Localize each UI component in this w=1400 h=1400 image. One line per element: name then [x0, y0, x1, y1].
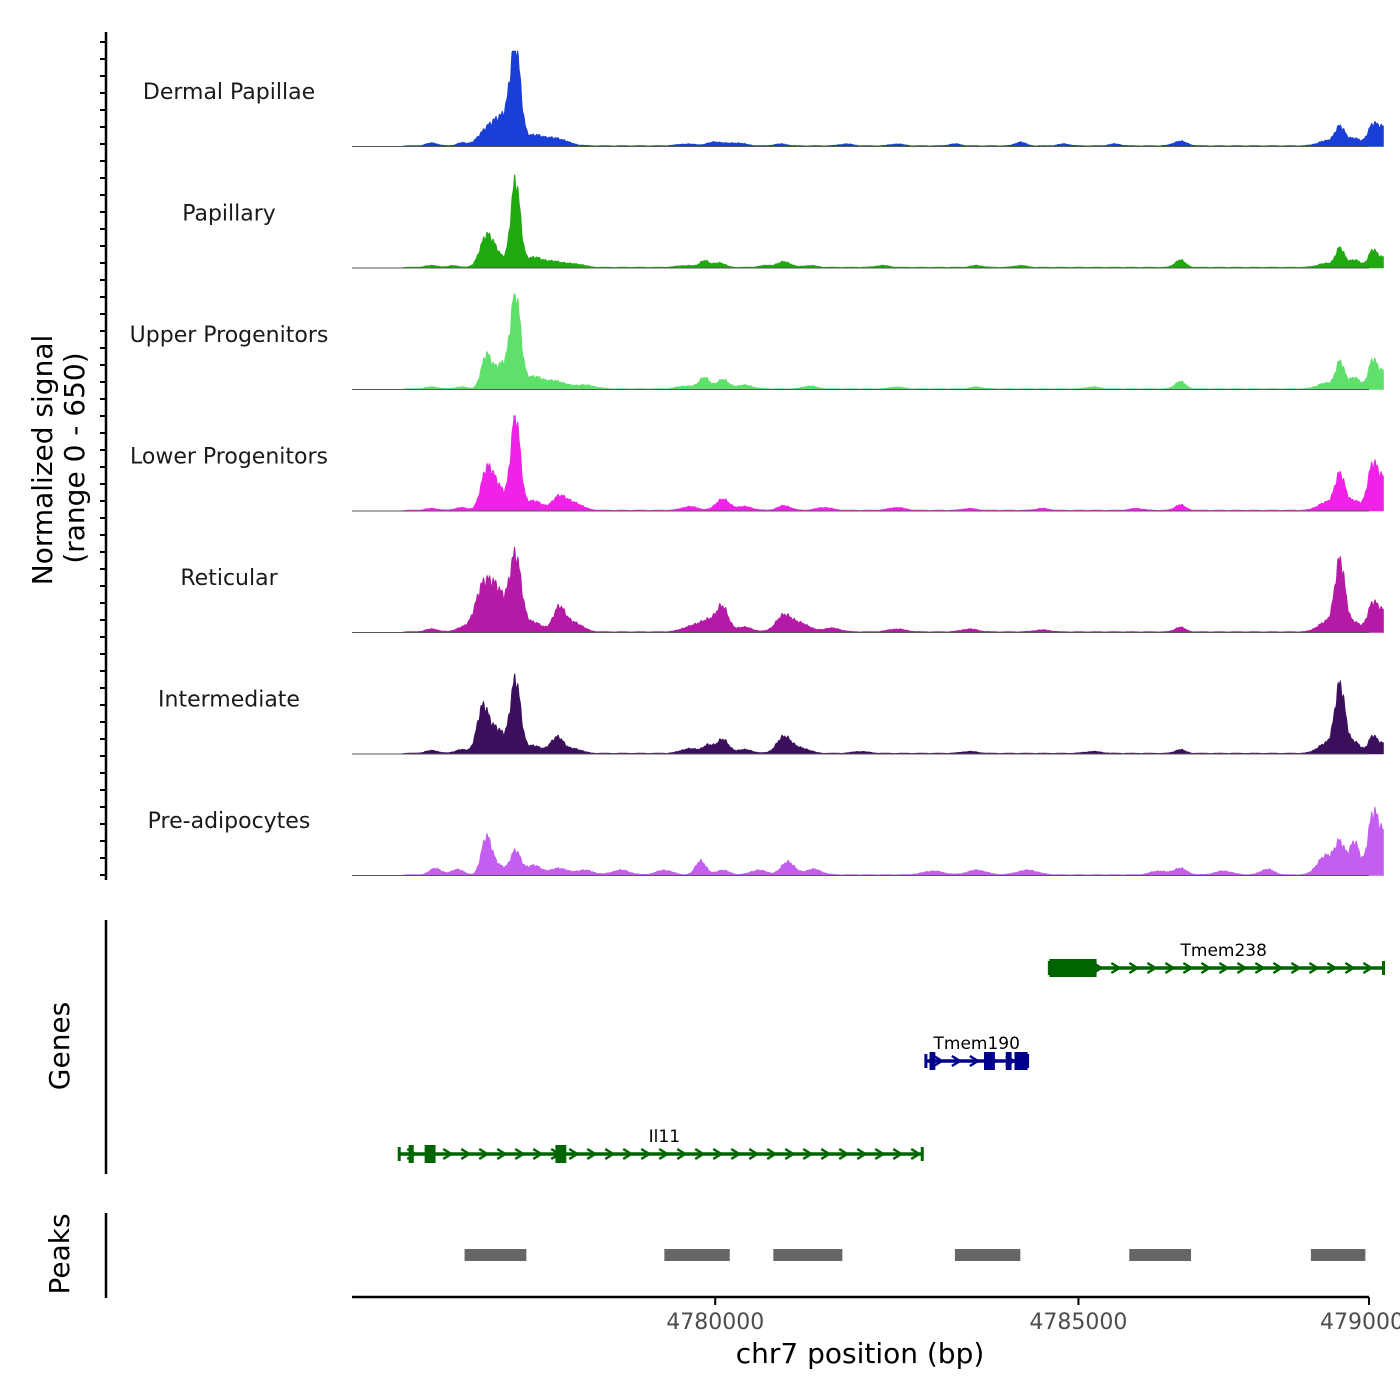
- peak-region: [464, 1249, 527, 1261]
- strand-arrow: [1344, 961, 1356, 975]
- track-label: Lower Progenitors: [130, 445, 328, 470]
- strand-arrow: [604, 1147, 616, 1161]
- strand-arrow: [766, 1147, 778, 1161]
- strand-arrow: [1128, 961, 1140, 975]
- coverage-area: [402, 293, 1384, 390]
- strand-arrow: [951, 1054, 963, 1068]
- strand-arrow: [1146, 961, 1158, 975]
- track-upper-progenitors: Upper Progenitors: [130, 293, 1384, 390]
- strand-arrow: [496, 1147, 508, 1161]
- peak-region: [954, 1249, 1021, 1261]
- track-pre-adipocytes: Pre-adipocytes: [148, 806, 1384, 876]
- peak-region: [664, 1249, 730, 1261]
- strand-arrow: [748, 1147, 760, 1161]
- strand-arrow: [658, 1147, 670, 1161]
- y-axis-title: Normalized signal: [26, 335, 59, 586]
- strand-arrow: [856, 1147, 868, 1161]
- gene-label: Tmem238: [1180, 941, 1267, 961]
- strand-arrow: [1290, 961, 1302, 975]
- track-dermal-papillae: Dermal Papillae: [143, 50, 1384, 147]
- strand-arrow: [892, 1147, 904, 1161]
- strand-arrow: [442, 1147, 454, 1161]
- strand-arrow: [802, 1147, 814, 1161]
- track-label: Pre-adipocytes: [148, 809, 311, 834]
- strand-arrow: [694, 1147, 706, 1161]
- strand-arrow: [640, 1147, 652, 1161]
- peak-region: [1310, 1249, 1366, 1261]
- strand-arrow: [460, 1147, 472, 1161]
- coverage-area: [402, 673, 1384, 755]
- coverage-tracks: Dermal Papillae Papillary Upper Progenitor…: [130, 50, 1384, 876]
- strand-arrow: [1326, 961, 1338, 975]
- gene-exon: [555, 1145, 567, 1163]
- strand-arrow: [838, 1147, 850, 1161]
- strand-arrow: [1362, 961, 1374, 975]
- gene-exon: [1014, 1052, 1028, 1070]
- x-tick-label: 4785000: [1029, 1310, 1127, 1335]
- coverage-area: [402, 415, 1384, 512]
- genes-panel-title: Genes: [43, 1002, 76, 1090]
- signal-axis-ticks: [100, 41, 106, 876]
- track-reticular: Reticular: [180, 546, 1384, 633]
- track-label: Dermal Papillae: [143, 80, 315, 105]
- gene-exon: [424, 1145, 436, 1163]
- strand-arrow: [933, 1054, 945, 1068]
- strand-arrow: [622, 1147, 634, 1161]
- peaks-panel-title: Peaks: [43, 1213, 76, 1294]
- strand-arrow: [1110, 961, 1122, 975]
- y-axis-subtitle: (range 0 - 650): [58, 352, 91, 563]
- x-axis-title: chr7 position (bp): [736, 1337, 985, 1370]
- track-intermediate: Intermediate: [158, 673, 1384, 755]
- strand-arrow: [1182, 961, 1194, 975]
- track-label: Reticular: [180, 566, 278, 591]
- strand-arrow: [1272, 961, 1284, 975]
- gene-exon: [1005, 1052, 1012, 1070]
- strand-arrow: [969, 1054, 981, 1068]
- gene-annotation-track: Tmem238 Tmem190 Il11: [397, 941, 1386, 1163]
- gene-label: Il11: [649, 1127, 680, 1147]
- strand-arrow: [1308, 961, 1320, 975]
- gene-tmem238: Tmem238: [1047, 941, 1386, 977]
- gene-tmem190: Tmem190: [924, 1034, 1030, 1070]
- strand-arrow: [820, 1147, 832, 1161]
- strand-arrow: [568, 1147, 580, 1161]
- coverage-area: [402, 174, 1384, 269]
- strand-arrow: [1200, 961, 1212, 975]
- x-tick-label: 4790000: [1320, 1310, 1400, 1335]
- strand-arrow: [1218, 961, 1230, 975]
- strand-arrow: [730, 1147, 742, 1161]
- strand-arrow: [532, 1147, 544, 1161]
- track-label: Upper Progenitors: [130, 323, 329, 348]
- strand-arrow: [1254, 961, 1266, 975]
- peak-track: [464, 1249, 1366, 1261]
- peak-region: [1129, 1249, 1192, 1261]
- coverage-area: [402, 806, 1384, 876]
- strand-arrow: [586, 1147, 598, 1161]
- x-axis-ticks: 4780000 4785000 4790000: [666, 1297, 1400, 1335]
- coverage-area: [402, 50, 1384, 147]
- track-label: Intermediate: [158, 688, 300, 713]
- coverage-area: [402, 546, 1384, 633]
- gene-exon: [408, 1145, 414, 1163]
- strand-arrow: [910, 1147, 922, 1161]
- peak-region: [773, 1249, 843, 1261]
- strand-arrow: [1164, 961, 1176, 975]
- gene-il11: Il11: [397, 1127, 924, 1163]
- strand-arrow: [676, 1147, 688, 1161]
- strand-arrow: [712, 1147, 724, 1161]
- strand-arrow: [784, 1147, 796, 1161]
- gene-exon: [983, 1052, 995, 1070]
- gene-exon: [929, 1052, 936, 1070]
- strand-arrow: [514, 1147, 526, 1161]
- track-papillary: Papillary: [182, 174, 1384, 269]
- x-tick-label: 4780000: [666, 1310, 764, 1335]
- strand-arrow: [1236, 961, 1248, 975]
- track-label: Papillary: [182, 202, 276, 227]
- gene-exon: [1049, 959, 1097, 977]
- strand-arrow: [478, 1147, 490, 1161]
- gene-label: Tmem190: [933, 1034, 1020, 1054]
- strand-arrow: [874, 1147, 886, 1161]
- track-lower-progenitors: Lower Progenitors: [130, 415, 1384, 512]
